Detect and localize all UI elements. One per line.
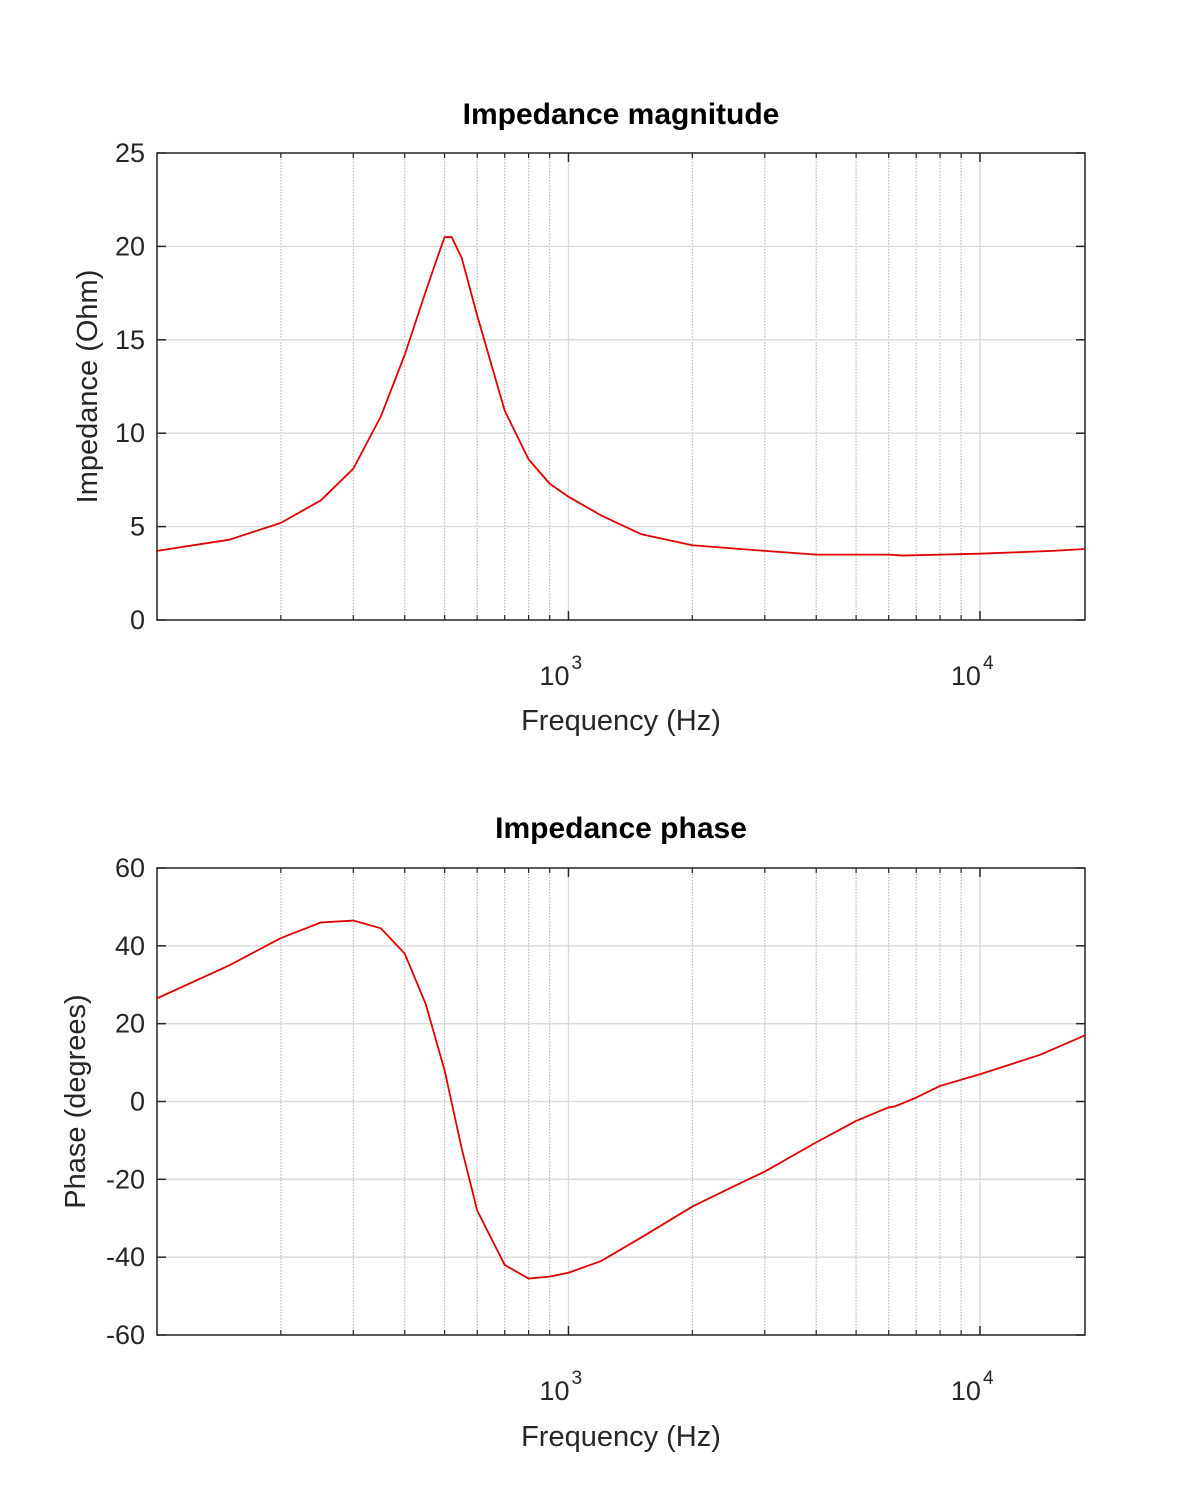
x-tick-base: 10 [951,661,981,691]
x-tick-base: 10 [539,661,569,691]
y-tick-label: -40 [106,1242,145,1272]
y-tick-label: -60 [106,1320,145,1350]
grid [157,867,1085,1336]
x-tick-label: 10 4 [951,1368,994,1406]
x-axis-label: Frequency (Hz) [521,1421,721,1453]
x-tick-label: 10 3 [539,653,582,691]
y-axis-label: Phase (degrees) [60,994,92,1208]
y-tick-label: 60 [115,853,145,883]
x-tick-base: 10 [951,1376,981,1406]
y-tick-label: 20 [115,1009,145,1039]
y-tick-label: 5 [130,512,145,542]
x-tick-base: 10 [539,1376,569,1406]
x-tick-label: 10 4 [951,653,994,691]
y-axis-label: Impedance (Ohm) [72,270,104,504]
x-axis-label: Frequency (Hz) [521,705,721,737]
series-line [156,919,1086,1280]
y-tick-label: 25 [115,138,145,168]
axes-box [156,152,1086,621]
grid [157,152,1085,621]
y-tick-label: 15 [115,325,145,355]
chart-title: Impedance phase [495,812,747,845]
y-tick-label: 40 [115,931,145,961]
x-tick-label: 10 3 [539,1368,582,1406]
chart-title: Impedance magnitude [463,98,780,131]
y-tick-label: 0 [130,605,145,635]
x-tick-exponent: 4 [983,1368,994,1389]
y-tick-label: 10 [115,418,145,448]
y-tick-label: 0 [130,1087,145,1117]
x-tick-exponent: 4 [983,653,994,674]
y-tick-label: -20 [106,1164,145,1194]
series-line [156,236,1086,557]
x-tick-exponent: 3 [571,653,582,674]
x-tick-exponent: 3 [571,1368,582,1389]
y-tick-label: 20 [115,231,145,261]
